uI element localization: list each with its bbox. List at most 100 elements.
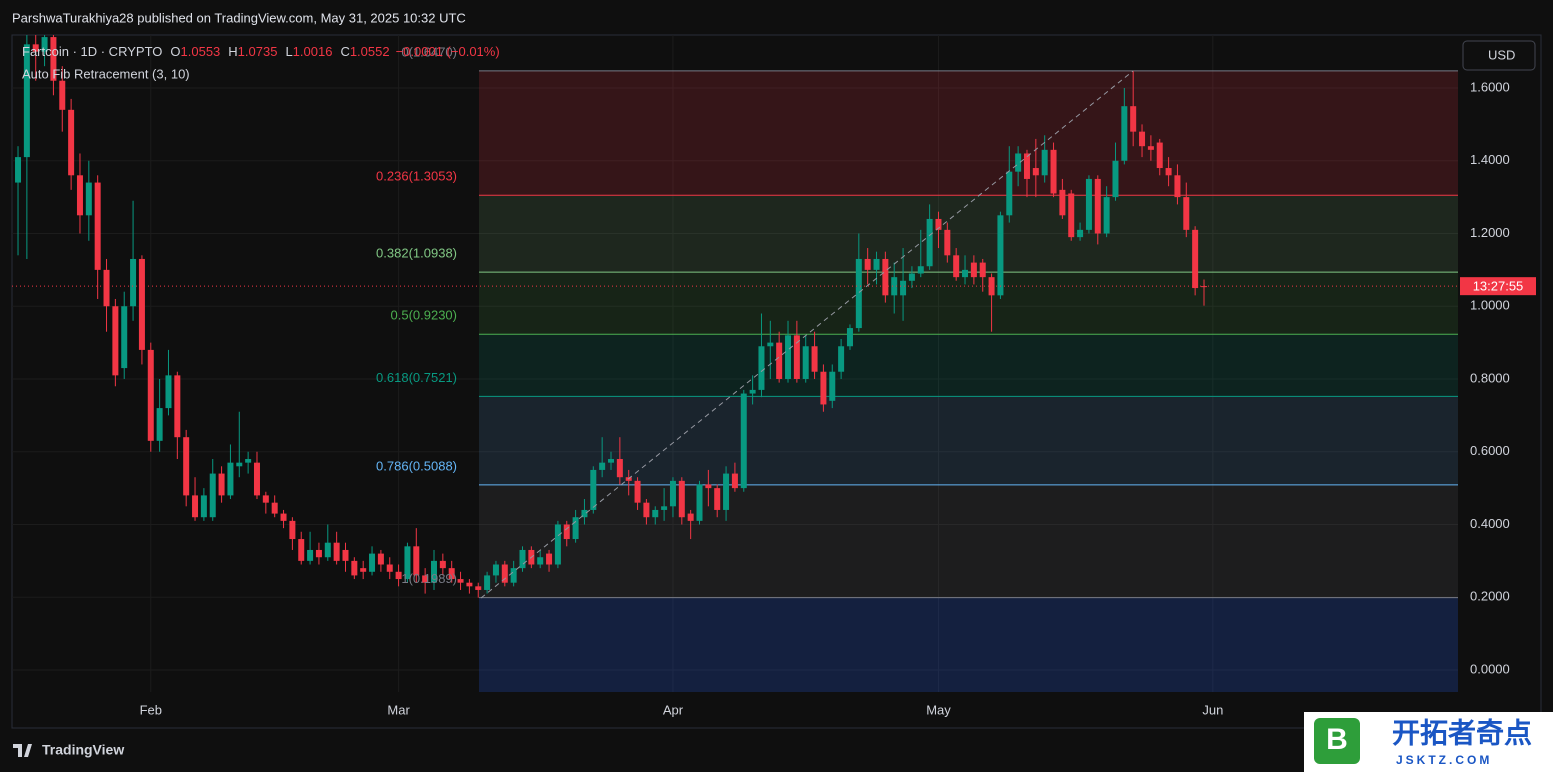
candle-body: [1032, 168, 1039, 176]
candle-body: [608, 459, 615, 463]
brand-icon: [13, 744, 32, 757]
candle-body: [1200, 286, 1207, 288]
candle-body: [873, 258, 880, 270]
y-tick-label: 0.2000: [1470, 589, 1510, 604]
candle-body: [935, 218, 942, 230]
candle-body: [457, 579, 464, 583]
candle-body: [546, 553, 553, 565]
candle-body: [864, 258, 871, 270]
x-tick-label: Jun: [1202, 702, 1223, 717]
plot-area: [12, 35, 1458, 692]
candle-body: [687, 513, 694, 521]
candle-body: [298, 539, 305, 561]
candle-body: [643, 502, 650, 518]
candle-body: [740, 393, 747, 489]
candle-body: [988, 277, 995, 296]
candle-body: [183, 437, 190, 496]
candle-body: [121, 306, 128, 369]
candle-body: [369, 553, 376, 572]
candle-body: [855, 258, 862, 329]
fib-level-label: 0.5(0.9230): [391, 308, 458, 323]
candle-body: [1165, 168, 1172, 176]
candle-body: [439, 560, 446, 569]
candle-body: [1015, 153, 1022, 172]
candle-body: [165, 375, 172, 409]
fib-zone: [479, 484, 1458, 598]
ohlc-label: O: [170, 44, 180, 59]
candle-body: [386, 564, 393, 572]
candle-body: [138, 258, 145, 350]
candle-body: [262, 495, 269, 503]
candle-body: [218, 473, 225, 496]
y-tick-label: 0.6000: [1470, 443, 1510, 458]
candle-body: [1112, 160, 1119, 198]
ohlc-value: 1.0552: [350, 44, 390, 59]
y-tick-label: 0.0000: [1470, 661, 1510, 676]
candle-body: [324, 542, 331, 558]
candle-body: [714, 488, 721, 510]
candle-body: [245, 459, 252, 463]
candle-body: [289, 520, 296, 540]
candle-body: [1192, 229, 1199, 289]
fib-zone: [479, 334, 1458, 397]
candle-body: [652, 509, 659, 518]
candle-body: [103, 269, 110, 307]
brand-name[interactable]: TradingView: [42, 742, 124, 758]
candle-body: [1121, 106, 1128, 161]
candle-body: [333, 542, 340, 561]
ohlc-label: L: [285, 44, 292, 59]
candle-body: [1077, 229, 1084, 238]
candle-body: [785, 335, 792, 379]
ohlc-value: 1.0016: [293, 44, 333, 59]
fib-level-label: 1(0.1989): [401, 571, 457, 586]
candle-body: [802, 346, 809, 379]
watermark: B 开拓者奇点 JSKTZ.COM: [1304, 712, 1553, 772]
x-tick-label: May: [926, 702, 951, 717]
candle-body: [174, 375, 181, 438]
candle-body: [484, 575, 491, 590]
candle-body: [41, 37, 48, 52]
candle-body: [342, 549, 349, 561]
y-tick-label: 0.4000: [1470, 516, 1510, 531]
candle-body: [891, 277, 898, 296]
currency-button[interactable]: [1462, 40, 1536, 71]
ohlc-value: 1.0553: [181, 44, 221, 59]
candle-body: [1085, 178, 1092, 230]
candle-body: [209, 473, 216, 518]
candle-body: [59, 80, 66, 110]
candle-body: [94, 182, 101, 270]
candle-body: [395, 571, 402, 580]
fib-zone: [479, 272, 1458, 335]
candle-body: [776, 342, 783, 379]
candle-body: [271, 502, 278, 514]
candle-body: [926, 218, 933, 267]
candle-body: [156, 408, 163, 441]
candle-body: [377, 553, 384, 565]
candle-body: [723, 473, 730, 510]
candle-body: [908, 273, 915, 281]
candle-body: [1068, 193, 1075, 238]
candle-body: [1130, 106, 1137, 132]
candle-body: [793, 335, 800, 379]
candle-body: [953, 255, 960, 278]
candle-body: [236, 462, 243, 467]
candle-body: [537, 557, 544, 565]
indicator-label: Auto Fib Retracement (3, 10): [22, 66, 190, 81]
candle-body: [501, 564, 508, 583]
candle-body: [200, 495, 207, 518]
candle-body: [705, 484, 712, 489]
candle-body: [1183, 197, 1190, 230]
fib-zone: [479, 195, 1458, 273]
fib-trend-line: [480, 70, 1134, 599]
currency-label[interactable]: USD: [1488, 47, 1515, 62]
brand-logo[interactable]: TradingView: [13, 742, 124, 758]
candle-body: [590, 469, 597, 510]
candle-body: [475, 586, 482, 590]
candle-body: [970, 262, 977, 278]
candle-body: [1094, 178, 1101, 234]
candle-body: [510, 568, 517, 583]
candle-body: [599, 462, 606, 470]
countdown-label: 13:27:55: [1473, 279, 1524, 294]
candle-body: [466, 582, 473, 587]
